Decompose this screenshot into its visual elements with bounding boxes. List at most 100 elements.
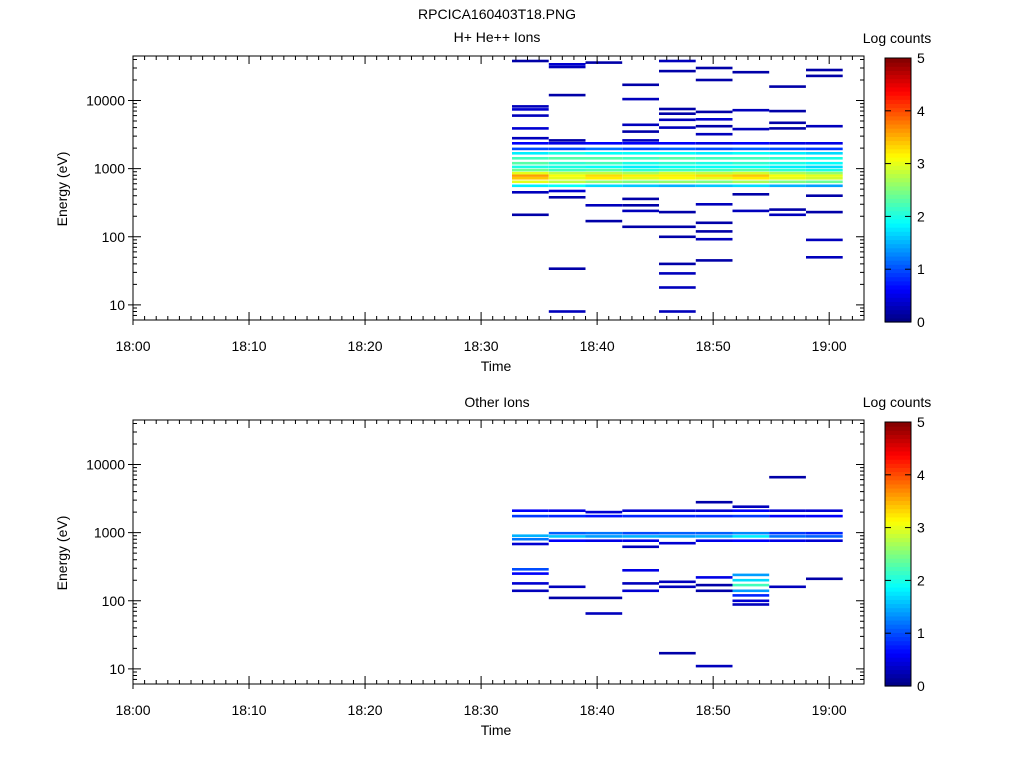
heatmap-cell <box>732 573 770 577</box>
heatmap-cell <box>622 545 659 549</box>
heatmap-cell <box>548 174 586 177</box>
colorbar-tick-label: 5 <box>917 414 925 430</box>
heatmap-cell <box>695 221 733 225</box>
heatmap-cell <box>769 168 806 172</box>
heatmap-cell <box>512 152 549 155</box>
heatmap-cell <box>695 174 733 177</box>
heatmap-cell <box>512 514 549 518</box>
heatmap-cell <box>695 203 733 206</box>
colorbar-segment <box>885 227 911 232</box>
heatmap-cell <box>585 161 623 165</box>
colorbar-segment <box>885 165 911 170</box>
heatmap-cell <box>548 165 586 169</box>
heatmap-cell <box>512 127 549 130</box>
heatmap-cell <box>769 475 806 479</box>
y-axis-ticks: 10 100 1000 10000 <box>86 58 864 321</box>
colorbar-segment <box>885 549 911 555</box>
colorbar-segment <box>885 136 911 142</box>
heatmap-cell <box>622 83 659 87</box>
colorbar-segment <box>885 91 911 96</box>
colorbar-segment <box>885 231 911 236</box>
colorbar-segment <box>885 194 911 199</box>
heatmap-cell <box>732 514 770 518</box>
heatmap-cell <box>695 161 733 165</box>
heatmap-cell <box>732 174 770 177</box>
heatmap-cell <box>695 180 733 184</box>
colorbar-segment <box>885 512 911 518</box>
heatmap-cell <box>806 171 843 175</box>
colorbar-segment <box>885 218 911 224</box>
colorbar-segment <box>885 669 911 675</box>
heatmap-cell <box>622 535 659 538</box>
heatmap-cell <box>622 514 659 518</box>
colorbar-segment <box>885 140 911 146</box>
heatmap-cell <box>732 70 770 74</box>
heatmap-cell <box>622 139 659 142</box>
colorbar-segment <box>885 119 911 125</box>
heatmap-cell <box>695 171 733 175</box>
colorbar-segment <box>885 251 911 257</box>
heatmap-cell <box>806 238 843 242</box>
heatmap-cell <box>806 531 843 535</box>
heatmap-cell <box>512 177 549 180</box>
heatmap-cell <box>806 535 843 538</box>
heatmap-cell <box>622 204 659 207</box>
y-tick-label: 100 <box>102 593 126 609</box>
heatmap-cell <box>769 531 806 535</box>
heatmap-cell <box>769 127 806 130</box>
colorbar-segment <box>885 280 911 286</box>
heatmap-cell <box>512 537 549 541</box>
heatmap-cell <box>695 531 733 535</box>
colorbar-segment <box>885 157 911 162</box>
heatmap-cell <box>806 514 843 518</box>
heatmap-cell <box>732 177 770 180</box>
heatmap-cell <box>732 157 770 160</box>
colorbar-frame <box>884 57 912 323</box>
heatmap-cell <box>512 542 549 546</box>
colorbar-tick-label: 4 <box>917 103 925 119</box>
heatmap-cell <box>806 142 843 145</box>
heatmap-cell <box>806 177 843 180</box>
colorbar-segment <box>885 442 911 448</box>
heatmap-cell <box>695 664 733 668</box>
heatmap-cell <box>585 514 623 518</box>
heatmap-cell <box>548 189 586 193</box>
colorbar-segment <box>885 446 911 452</box>
colorbar-segment <box>885 673 911 679</box>
x-tick-label: 19:00 <box>812 702 847 718</box>
heatmap-cell <box>732 594 770 597</box>
x-tick-label: 18:20 <box>348 338 383 354</box>
heatmap-cell <box>622 184 659 188</box>
heatmap-cell <box>659 531 696 535</box>
heatmap-cell <box>512 105 549 108</box>
colorbar-segment <box>885 611 911 617</box>
colorbar-tick-label: 2 <box>917 572 925 588</box>
heatmap-cell <box>512 136 549 140</box>
colorbar-segment <box>885 504 911 510</box>
heatmap-cell <box>806 509 843 512</box>
colorbar-segment <box>885 500 911 506</box>
heatmap-cell <box>732 589 770 593</box>
heatmap-cell <box>585 539 623 542</box>
colorbar-segment <box>885 177 911 183</box>
heatmap-cell <box>585 596 623 600</box>
colorbar-frame <box>884 421 912 687</box>
heatmap-cell <box>585 171 623 175</box>
colorbar: 0 1 2 3 4 5 <box>884 50 925 330</box>
colorbar-segment <box>885 450 911 456</box>
colorbar-segment <box>885 648 911 654</box>
heatmap-cell <box>548 180 586 184</box>
heatmap-cell <box>512 213 549 217</box>
heatmap-cell <box>659 541 696 545</box>
colorbar-segment <box>885 632 911 638</box>
heatmap-cell <box>512 191 549 194</box>
heatmap-cell <box>732 142 770 145</box>
heatmap-cell <box>806 174 843 177</box>
heatmap-cell <box>732 152 770 155</box>
y-tick-label: 1000 <box>94 525 125 541</box>
x-tick-label: 18:40 <box>580 338 615 354</box>
heatmap-cell <box>622 582 659 585</box>
heatmap-cell <box>695 259 733 262</box>
y-tick-label: 10000 <box>86 93 125 109</box>
